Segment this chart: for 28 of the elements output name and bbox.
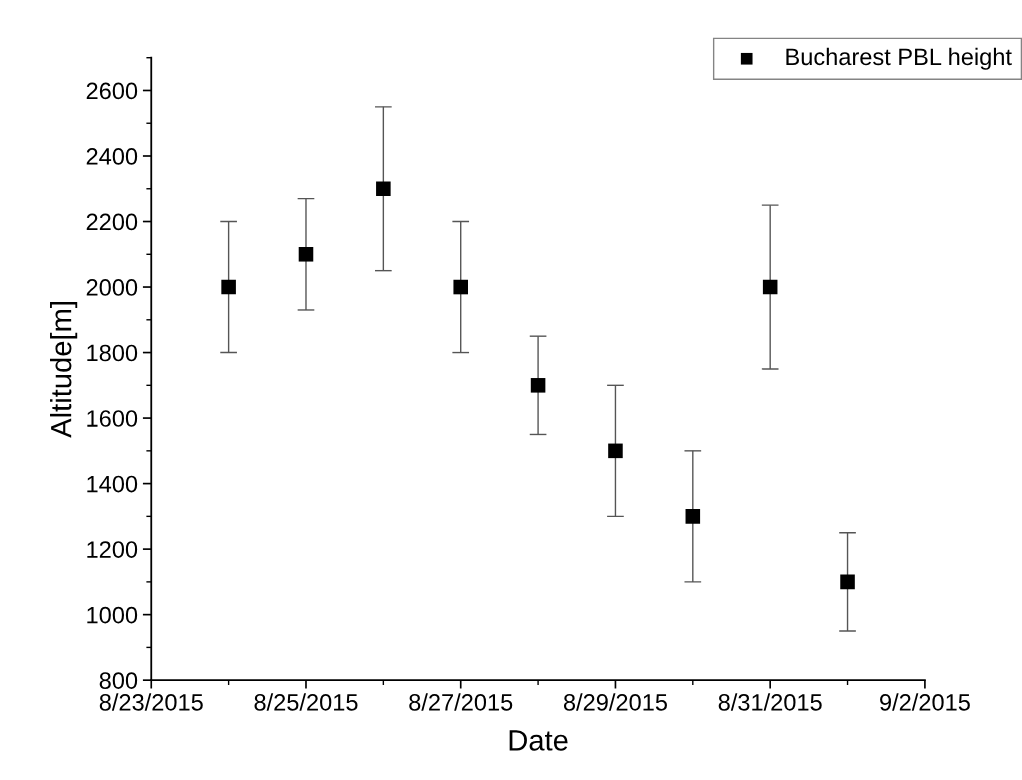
point bbox=[608, 443, 623, 459]
x-tick-label: 8/25/2015 bbox=[254, 693, 358, 711]
y-tick-label: 2400 bbox=[86, 148, 138, 165]
point bbox=[685, 509, 701, 524]
y-tick-label: 2200 bbox=[86, 213, 138, 231]
point bbox=[376, 181, 391, 197]
x-axis-title: Date bbox=[509, 730, 568, 751]
y-tick-label: 800 bbox=[99, 672, 138, 689]
y-tick-label: 1000 bbox=[87, 606, 138, 624]
x-tick-label: 8/27/2015 bbox=[409, 693, 513, 711]
y-axis-title: Altitude[m] bbox=[50, 302, 78, 438]
point bbox=[762, 279, 778, 295]
y-tick-label: 1400 bbox=[87, 475, 138, 493]
point bbox=[530, 378, 546, 393]
y-tick-label: 2000 bbox=[86, 279, 138, 296]
x-tick-label: 9/2/2015 bbox=[880, 693, 970, 711]
x-tick-label: 8/23/2015 bbox=[99, 693, 203, 711]
point bbox=[453, 279, 468, 295]
y-tick-label: 1200 bbox=[87, 541, 138, 558]
y-tick-label: 1600 bbox=[87, 410, 138, 427]
point bbox=[298, 247, 314, 262]
y-tick-label: 2600 bbox=[86, 82, 138, 100]
x-tick-label: 8/31/2015 bbox=[718, 693, 822, 711]
y-tick-label: 1800 bbox=[87, 344, 138, 362]
point bbox=[221, 279, 236, 295]
x-tick-label: 8/29/2015 bbox=[563, 693, 667, 711]
legend-label: Bucharest PBL height bbox=[786, 47, 1012, 70]
point bbox=[840, 574, 855, 590]
